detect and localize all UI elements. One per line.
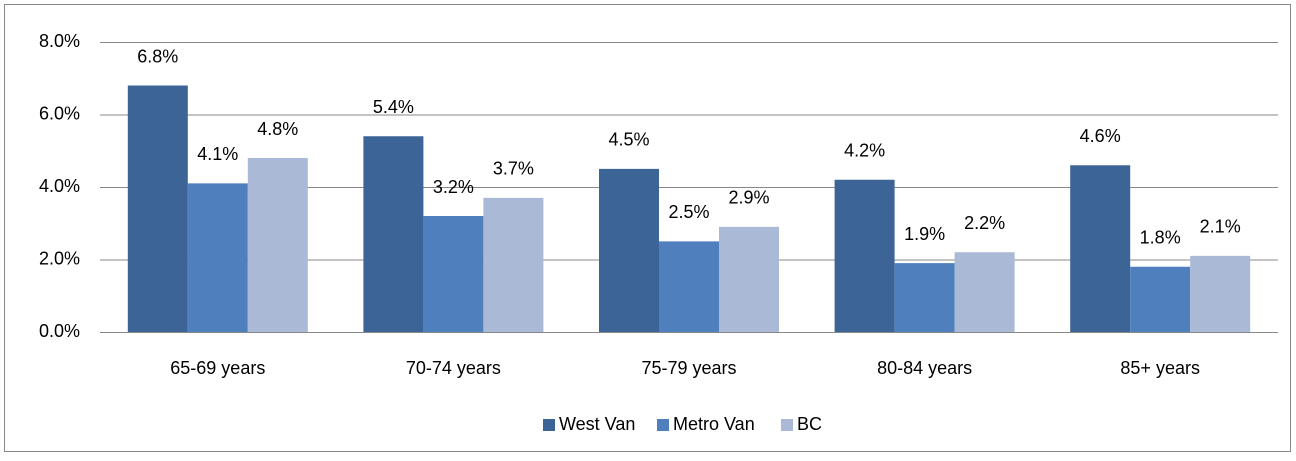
y-tick-label: 0.0% xyxy=(39,321,80,341)
legend-swatch xyxy=(543,419,555,431)
bar xyxy=(247,158,308,332)
legend-label: BC xyxy=(797,414,822,434)
bar xyxy=(1130,266,1191,332)
data-label: 4.5% xyxy=(608,130,649,150)
x-tick-label: 80-84 years xyxy=(877,358,972,378)
bar xyxy=(1070,165,1131,332)
bar xyxy=(834,179,895,332)
bar xyxy=(894,263,955,332)
data-label: 2.1% xyxy=(1200,217,1241,237)
bar xyxy=(599,168,659,332)
legend-label: West Van xyxy=(559,414,635,434)
bar xyxy=(127,85,188,332)
bar xyxy=(954,252,1015,332)
x-tick-label: 70-74 years xyxy=(406,358,501,378)
bar xyxy=(187,183,248,332)
bar xyxy=(719,226,779,332)
bar xyxy=(363,136,424,332)
x-tick-label: 65-69 years xyxy=(170,358,265,378)
data-label: 2.9% xyxy=(728,188,769,208)
data-label: 4.1% xyxy=(197,144,238,164)
data-label: 4.8% xyxy=(257,119,298,139)
x-tick-label: 85+ years xyxy=(1120,358,1200,378)
legend-swatch xyxy=(657,419,669,431)
y-tick-label: 4.0% xyxy=(39,176,80,196)
y-tick-label: 8.0% xyxy=(39,31,80,51)
bar xyxy=(659,241,719,332)
data-label: 4.6% xyxy=(1080,126,1121,146)
data-label: 3.7% xyxy=(493,159,534,179)
legend-label: Metro Van xyxy=(673,414,755,434)
y-tick-label: 6.0% xyxy=(39,103,80,123)
bar xyxy=(423,216,484,332)
legend-swatch xyxy=(781,419,793,431)
x-tick-label: 75-79 years xyxy=(641,358,736,378)
data-label: 4.2% xyxy=(844,141,885,161)
data-label: 6.8% xyxy=(137,46,178,66)
y-tick-label: 2.0% xyxy=(39,248,80,268)
data-label: 1.8% xyxy=(1140,228,1181,248)
bar xyxy=(1190,255,1251,332)
data-label: 5.4% xyxy=(373,97,414,117)
data-label: 1.9% xyxy=(904,224,945,244)
data-label: 2.2% xyxy=(964,213,1005,233)
bar xyxy=(483,197,544,332)
data-label: 3.2% xyxy=(433,177,474,197)
data-label: 2.5% xyxy=(668,202,709,222)
